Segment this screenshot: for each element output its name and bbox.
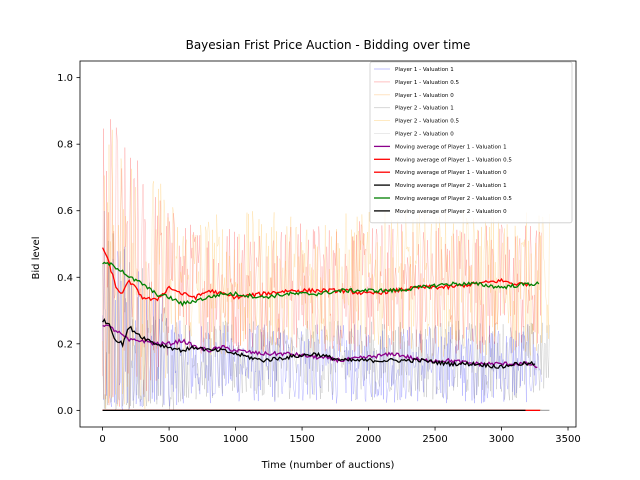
legend-entry-label: Moving average of Player 1 - Valuation 0	[395, 170, 507, 176]
x-tick-label: 2000	[356, 434, 381, 445]
legend-entry-label: Player 2 - Valuation 0	[395, 132, 454, 138]
plot-frame	[79, 60, 577, 428]
x-tick-label: 3500	[555, 434, 580, 445]
x-tick-label: 3000	[489, 434, 514, 445]
legend-entry-label: Moving average of Player 1 - Valuation 0…	[395, 157, 512, 163]
x-tick-label: 2500	[422, 434, 447, 445]
y-tick-label: 0.0	[57, 406, 73, 417]
raw-series-line	[102, 119, 542, 407]
chart-title: Bayesian Frist Price Auction - Bidding o…	[186, 38, 471, 52]
x-tick-label: 1500	[289, 434, 314, 445]
legend-entry-label: Player 1 - Valuation 1	[395, 67, 454, 73]
legend-entry-label: Player 1 - Valuation 0.5	[395, 80, 459, 86]
x-axis-label: Time (number of auctions)	[261, 460, 395, 471]
legend-entry-label: Player 2 - Valuation 0.5	[395, 119, 459, 125]
raw-series-line	[102, 233, 550, 411]
moving-average-line	[102, 261, 540, 307]
legend-entry-label: Moving average of Player 2 - Valuation 0…	[395, 196, 512, 202]
y-tick-label: 0.6	[57, 206, 73, 217]
moving-average-line	[102, 317, 536, 369]
legend-entry-label: Moving average of Player 1 - Valuation 1	[395, 144, 507, 150]
legend-entry-label: Moving average of Player 2 - Valuation 1	[395, 183, 507, 189]
y-tick-label: 1.0	[57, 73, 73, 84]
x-tick-label: 0	[99, 434, 105, 445]
legend-entry-label: Player 2 - Valuation 1	[395, 106, 454, 112]
raw-series-line	[102, 129, 550, 409]
raw-series-line	[102, 210, 542, 411]
moving-average-line	[102, 324, 538, 369]
y-tick-label: 0.8	[57, 140, 73, 151]
y-tick-label: 0.2	[57, 339, 73, 350]
x-tick-label: 500	[160, 434, 179, 445]
legend-entry-label: Moving average of Player 2 - Valuation 0	[395, 209, 507, 215]
y-tick-label: 0.4	[57, 273, 73, 284]
legend-box	[369, 61, 573, 224]
legend-entry-label: Player 1 - Valuation 0	[395, 93, 454, 99]
x-tick-label: 1000	[223, 434, 248, 445]
y-axis-label: Bid level	[31, 237, 42, 280]
